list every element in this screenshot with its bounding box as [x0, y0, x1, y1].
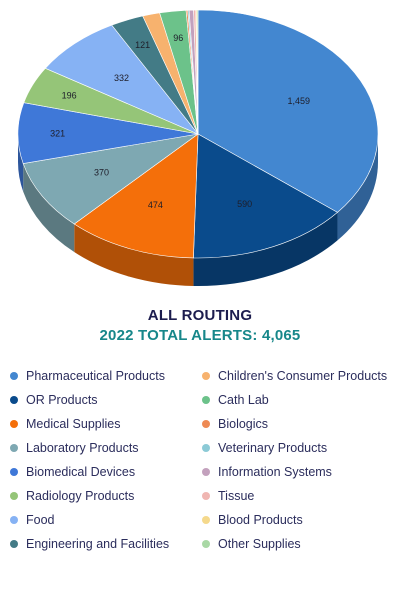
- pie-slice-pharmaceutical-products: [197, 9, 379, 213]
- pie-side-biomedical-devices: [18, 134, 24, 192]
- legend-swatch: [202, 516, 210, 524]
- legend-swatch: [202, 372, 210, 380]
- data-label-pharmaceutical-products: 1,459: [288, 96, 311, 106]
- legend-swatch: [10, 468, 18, 476]
- chart-legend: Pharmaceutical Products OR Products Medica…: [10, 364, 395, 556]
- legend-swatch: [202, 396, 210, 404]
- legend-item-biomedical-devices: Biomedical Devices: [10, 460, 202, 484]
- legend-swatch: [202, 468, 210, 476]
- pie-slice-food: [44, 24, 199, 135]
- pie-slice-or-products: [193, 133, 338, 259]
- pie-slice-medical-supplies: [73, 133, 199, 259]
- pie-slice-other-supplies: [196, 9, 199, 135]
- legend-item-or-products: OR Products: [10, 388, 202, 412]
- legend-item-tissue: Tissue: [202, 484, 395, 508]
- legend-item-cath-lab: Cath Lab: [202, 388, 395, 412]
- data-label-biomedical-devices: 321: [50, 128, 65, 138]
- data-label-food: 332: [114, 73, 129, 83]
- legend-item-other-supplies: Other Supplies: [202, 532, 395, 556]
- legend-item-engineering-and-facilities: Engineering and Facilities: [10, 532, 202, 556]
- legend-swatch: [10, 420, 18, 428]
- legend-label: Food: [26, 513, 55, 527]
- legend-swatch: [10, 540, 18, 548]
- legend-swatch: [10, 492, 18, 500]
- legend-swatch: [202, 492, 210, 500]
- legend-item-radiology-products: Radiology Products: [10, 484, 202, 508]
- legend-label: Medical Supplies: [26, 417, 121, 431]
- data-label-medical-supplies: 474: [148, 200, 163, 210]
- legend-item-laboratory-products: Laboratory Products: [10, 436, 202, 460]
- legend-swatch: [202, 420, 210, 428]
- legend-swatch: [202, 444, 210, 452]
- legend-item-information-systems: Information Systems: [202, 460, 395, 484]
- pie-chart: 1,459 590 474 370 321 196 332 121 96: [17, 9, 379, 287]
- legend-swatch: [10, 372, 18, 380]
- legend-swatch: [202, 540, 210, 548]
- data-label-radiology-products: 196: [62, 91, 77, 101]
- data-label-engineering-and-facilities: 121: [135, 40, 150, 50]
- legend-label: Laboratory Products: [26, 441, 139, 455]
- legend-swatch: [10, 396, 18, 404]
- legend-item-biologics: Biologics: [202, 412, 395, 436]
- chart-title-block: ALL ROUTING 2022 TOTAL ALERTS: 4,065: [0, 306, 400, 346]
- legend-label: Information Systems: [218, 465, 332, 479]
- pie-slice-laboratory-products: [22, 133, 199, 225]
- legend-swatch: [10, 516, 18, 524]
- chart-title: ALL ROUTING: [147, 307, 253, 324]
- pie-side-pharmaceutical-products: [337, 134, 378, 241]
- legend-label: Tissue: [218, 489, 255, 503]
- legend-item-veterinary-products: Veterinary Products: [202, 436, 395, 460]
- legend-item-food: Food: [10, 508, 202, 532]
- legend-swatch: [10, 444, 18, 452]
- legend-label: Biologics: [218, 417, 269, 431]
- legend-label: Blood Products: [218, 513, 303, 527]
- legend-label: Engineering and Facilities: [26, 537, 170, 551]
- data-label-or-products: 590: [237, 199, 252, 209]
- pie-chart-svg: 1,459 590 474 370 321 196 332 121 96: [17, 9, 379, 287]
- legend-item-blood-products: Blood Products: [202, 508, 395, 532]
- legend-label: Cath Lab: [218, 393, 269, 407]
- chart-subtitle: 2022 TOTAL ALERTS: 4,065: [99, 327, 301, 344]
- legend-item-children-s-consumer-products: Children's Consumer Products: [202, 364, 395, 388]
- pie-side-medical-supplies: [74, 224, 194, 286]
- legend-label: Pharmaceutical Products: [26, 369, 165, 383]
- legend-item-pharmaceutical-products: Pharmaceutical Products: [10, 364, 202, 388]
- legend-label: Children's Consumer Products: [218, 369, 388, 383]
- data-label-laboratory-products: 370: [94, 168, 109, 178]
- legend-label: Other Supplies: [218, 537, 301, 551]
- legend-label: Radiology Products: [26, 489, 135, 503]
- legend-label: OR Products: [26, 393, 98, 407]
- legend-label: Veterinary Products: [218, 441, 328, 455]
- legend-label: Biomedical Devices: [26, 465, 136, 479]
- pie-side-laboratory-products: [23, 163, 75, 253]
- data-label-cath-lab: 96: [173, 33, 183, 43]
- legend-item-medical-supplies: Medical Supplies: [10, 412, 202, 436]
